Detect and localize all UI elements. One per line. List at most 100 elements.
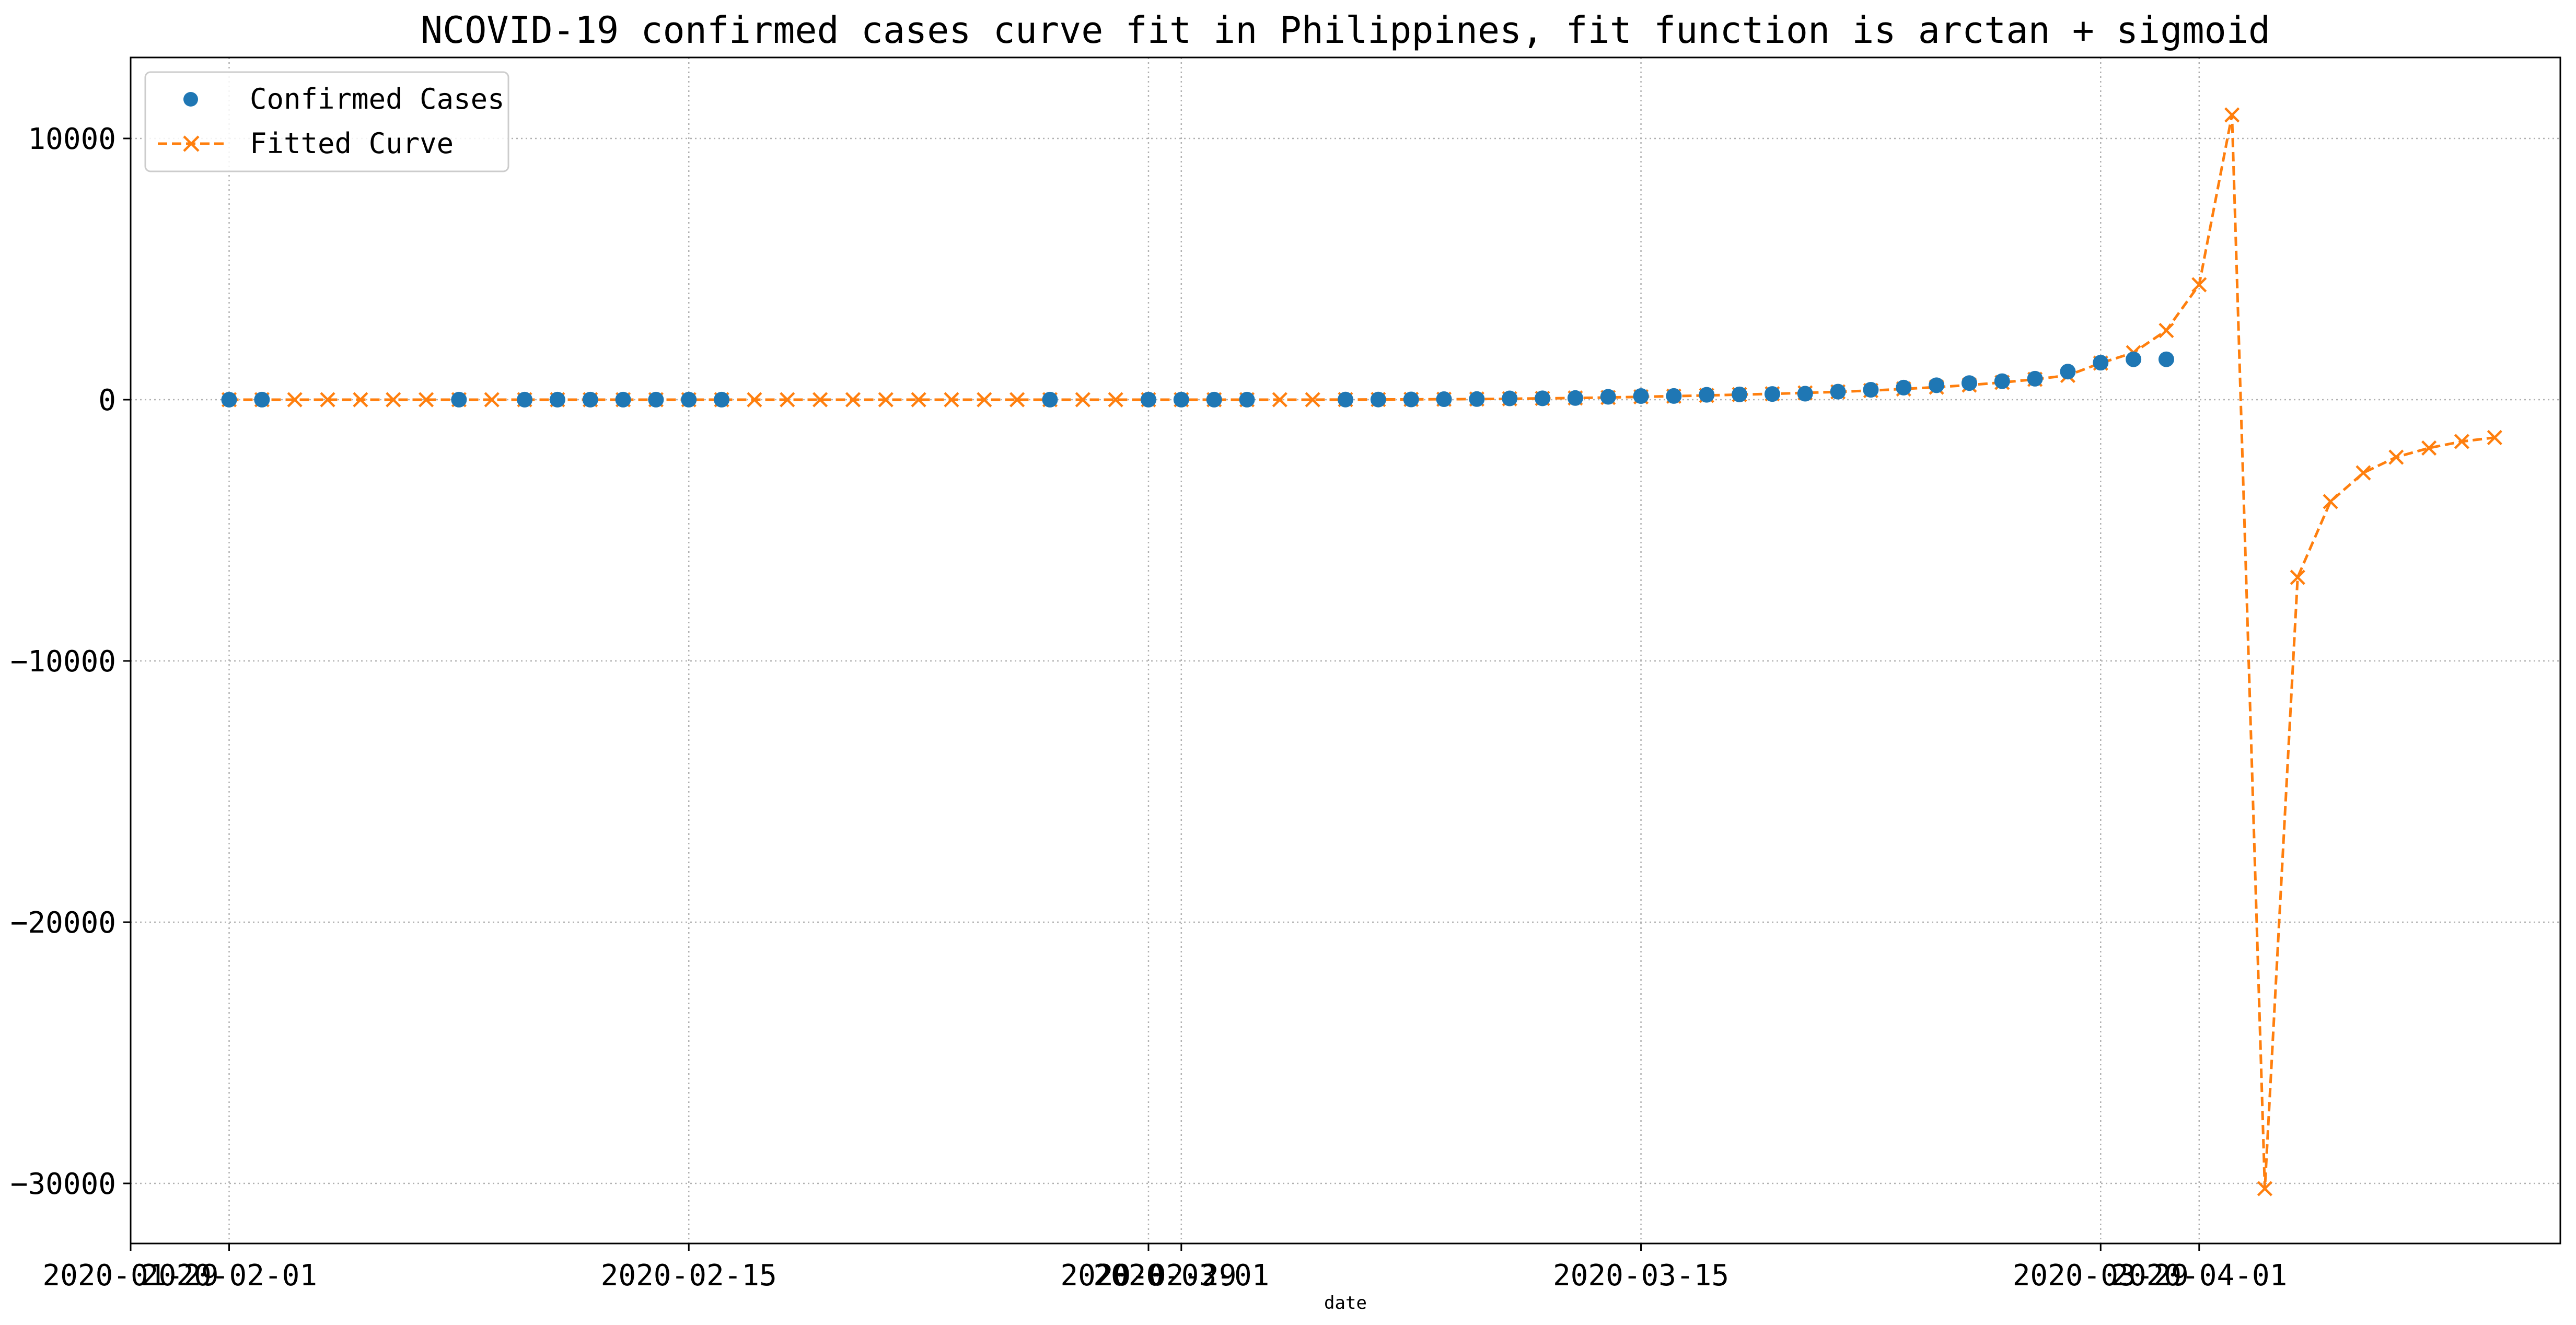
x-axis-label: date [1324, 1293, 1367, 1314]
confirmed-cases-point [2060, 364, 2076, 380]
confirmed-cases-point [1896, 379, 1912, 396]
y-tick-label: −30000 [10, 1167, 116, 1201]
confirmed-cases-point [1042, 391, 1058, 408]
x-tick-label: 2020-03-01 [1093, 1259, 1269, 1293]
series-layer [221, 107, 2502, 1196]
confirmed-cases-point [1502, 390, 1518, 406]
chart-title: NCOVID-19 confirmed cases curve fit in P… [421, 9, 2270, 52]
fitted-curve-marker [878, 392, 894, 408]
fitted-curve-marker [747, 392, 762, 408]
fitted-curve-marker [780, 392, 795, 408]
legend-marker-confirmed-cases [183, 92, 198, 107]
fitted-curve-marker [977, 392, 992, 408]
y-tick-label: −20000 [10, 906, 116, 940]
legend-box [144, 71, 509, 172]
confirmed-cases-point [1699, 387, 1715, 403]
y-tick-label: 10000 [28, 122, 116, 156]
confirmed-cases-point [221, 391, 237, 408]
fitted-curve-marker [2355, 465, 2371, 481]
confirmed-cases-point [1403, 391, 1419, 408]
fitted-curve-marker [484, 392, 500, 408]
confirmed-cases-point [254, 391, 270, 408]
fitted-curve-marker [1075, 392, 1090, 408]
confirmed-cases-point [714, 391, 730, 408]
confirmed-cases-point [1338, 391, 1353, 408]
confirmed-cases-point [1929, 377, 1945, 393]
confirmed-cases-point [2093, 355, 2109, 371]
legend-label-confirmed-cases: Confirmed Cases [250, 83, 505, 115]
confirmed-cases-point [1370, 391, 1386, 408]
fitted-curve-marker [1272, 392, 1287, 408]
confirmed-cases-point [615, 391, 631, 408]
fitted-curve-marker [944, 392, 959, 408]
fitted-curve-marker [2257, 1181, 2273, 1196]
fitted-curve-marker [353, 392, 368, 408]
confirmed-cases-point [1732, 386, 1748, 402]
x-tick-label: 2020-03-29 [2013, 1259, 2189, 1293]
fitted-curve-marker [2159, 322, 2174, 339]
confirmed-cases-point [1567, 390, 1583, 406]
plot-frame [130, 56, 2561, 1245]
fitted-curve-marker [2191, 277, 2207, 293]
confirmed-cases-point [648, 391, 664, 408]
legend-marker-fitted-curve [183, 135, 200, 152]
fitted-curve-marker [2487, 429, 2502, 446]
confirmed-cases-point [1764, 386, 1780, 402]
fitted-curve-marker [911, 392, 926, 408]
y-tick-label: −10000 [10, 645, 116, 679]
fitted-curve-marker [1009, 392, 1025, 408]
confirmed-cases-point [1633, 388, 1649, 404]
x-tick-label: 2020-02-15 [601, 1259, 777, 1293]
confirmed-cases-point [1830, 383, 1846, 400]
confirmed-cases-point [681, 391, 697, 408]
confirmed-cases-point [1994, 373, 2010, 389]
fitted-curve-marker [320, 392, 335, 408]
x-tick-label: 2020-04-01 [2111, 1259, 2287, 1293]
confirmed-cases-point [451, 391, 467, 408]
confirmed-cases-point [549, 391, 565, 408]
confirmed-cases-point [2126, 351, 2142, 367]
x-tick-label: 2020-03-15 [1553, 1259, 1729, 1293]
x-tick-label: 2020-02-01 [141, 1259, 317, 1293]
confirmed-cases-point [1535, 390, 1551, 406]
confirmed-cases-point [1469, 391, 1485, 407]
fitted-curve-marker [1108, 392, 1123, 408]
y-axis: 10000 0 −10000 −20000 −30000 [10, 122, 131, 1201]
fitted-curve-marker [2454, 434, 2470, 449]
confirmed-cases-point [1140, 391, 1156, 408]
fitted-curve-marker [2388, 449, 2404, 465]
fitted-curve-marker [2323, 494, 2338, 509]
confirmed-cases-point [1206, 391, 1222, 408]
confirmed-cases-point [1961, 375, 1977, 391]
confirmed-cases-point [1863, 382, 1879, 398]
x-tick-label: 2020-02-29 [1060, 1259, 1236, 1293]
fitted-curve-marker [386, 392, 401, 408]
confirmed-cases-point [2027, 370, 2043, 387]
fitted-curve-marker [287, 392, 303, 408]
confirmed-cases-point [582, 391, 598, 408]
confirmed-cases-point [2158, 351, 2174, 367]
confirmed-cases-point [1600, 389, 1616, 405]
confirmed-cases-point [1239, 391, 1255, 408]
series-confirmed-cases [221, 351, 2174, 408]
grid [130, 57, 2560, 1243]
confirmed-cases-point [1173, 391, 1189, 408]
y-tick-label: 0 [98, 383, 116, 417]
fitted-curve-marker [845, 392, 861, 408]
legend: Confirmed Cases Fitted Curve [144, 71, 509, 172]
fitted-curve-marker [2290, 569, 2305, 585]
fitted-curve-line [229, 113, 2495, 1190]
confirmed-cases-point [517, 391, 533, 408]
fitted-curve-marker [2224, 107, 2240, 123]
fitted-curve-marker [1305, 392, 1320, 408]
fitted-curve-marker [418, 392, 434, 408]
fitted-curve-marker [2421, 440, 2437, 456]
fitted-curve-marker [812, 392, 828, 408]
confirmed-cases-point [1666, 388, 1682, 404]
legend-label-fitted-curve: Fitted Curve [250, 127, 454, 160]
confirmed-cases-point [1797, 386, 1813, 402]
confirmed-cases-point [1436, 391, 1452, 407]
